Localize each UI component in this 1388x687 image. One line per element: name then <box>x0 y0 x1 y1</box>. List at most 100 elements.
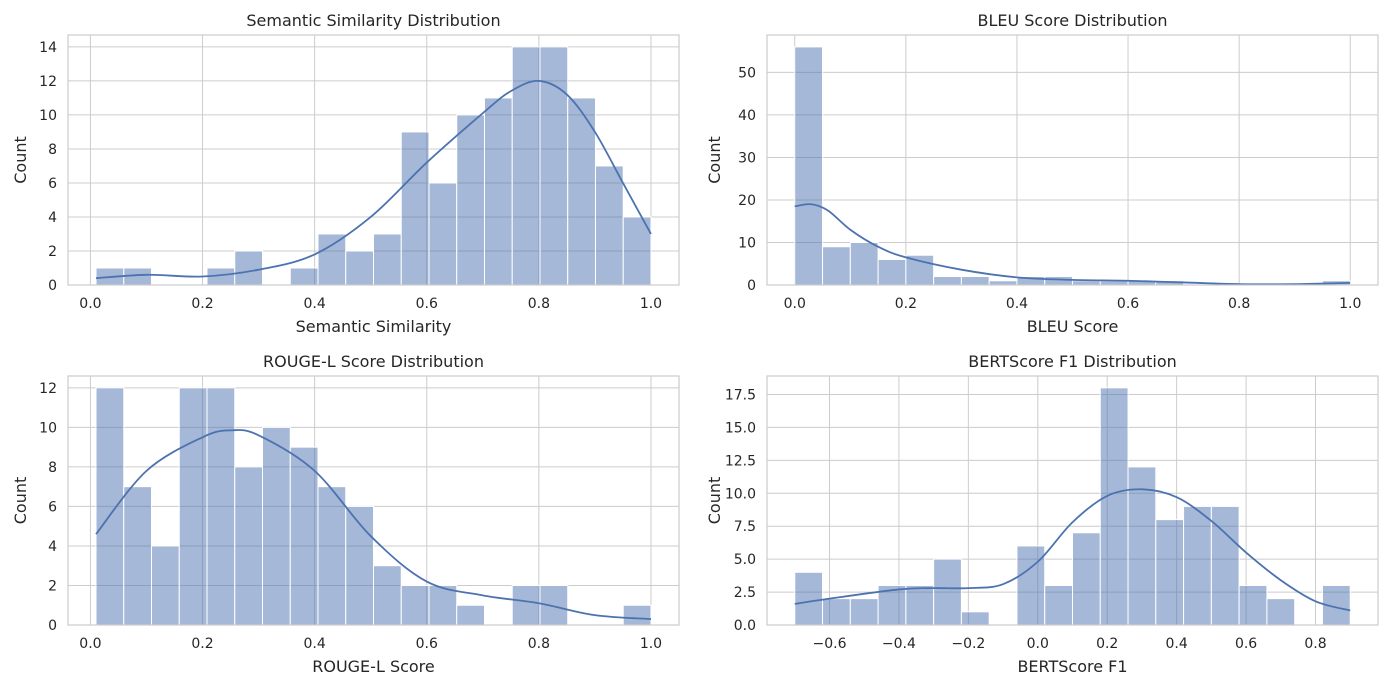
axes-frame <box>67 34 680 286</box>
histogram-bar <box>317 233 347 286</box>
x-tick-label: 0.8 <box>528 296 550 312</box>
y-tick-label: 50 <box>738 65 756 81</box>
x-tick-label: 0.2 <box>191 636 213 652</box>
y-tick-label: 7.5 <box>734 519 756 535</box>
x-tick-label: −0.4 <box>882 636 916 652</box>
histogram-bar <box>905 584 935 626</box>
y-tick-label: 6 <box>48 176 57 192</box>
histogram-bar <box>178 387 208 626</box>
histogram-bar <box>1238 584 1268 626</box>
histogram-bar <box>960 275 990 286</box>
histogram-bar <box>567 97 596 286</box>
histogram-bar <box>933 558 962 626</box>
x-tick-label: 0.4 <box>304 636 326 652</box>
histogram-bar <box>794 46 824 286</box>
histogram-bar <box>428 584 458 626</box>
chart-title: ROUGE-L Score Distribution <box>263 352 484 371</box>
x-tick-label: 0.2 <box>895 296 917 312</box>
x-tick-label: 1.0 <box>1339 296 1361 312</box>
histogram-bar <box>206 387 236 626</box>
x-tick-label: 0.0 <box>79 296 101 312</box>
histogram-bar <box>794 571 824 626</box>
histogram-bar <box>1183 505 1212 626</box>
y-axis-label: Count <box>705 136 724 184</box>
histogram-bar <box>262 426 291 626</box>
histogram-bar <box>594 165 624 286</box>
chart-panel-1: 0.0 0.2 0.4 0.6 0.8 1.0 0 2 4 6 8 10 12 14 Semantic Si… <box>11 11 680 336</box>
x-tick-label: 0.4 <box>1006 296 1028 312</box>
y-tick-label: 6 <box>48 499 57 515</box>
histogram-bar <box>95 387 125 626</box>
x-tick-label: 0.2 <box>191 296 213 312</box>
y-axis-label: Count <box>705 477 724 525</box>
y-tick-label: 15.0 <box>725 420 756 436</box>
y-tick-label: 2 <box>48 244 57 260</box>
y-tick-label: 0.0 <box>734 618 756 634</box>
y-tick-label: 0 <box>48 278 57 294</box>
histogram-bar <box>456 604 485 626</box>
x-tick-label: 1.0 <box>640 636 662 652</box>
histogram-bar <box>123 486 153 626</box>
histogram-bar <box>151 545 180 626</box>
axes-frame <box>67 375 680 626</box>
histogram-bar <box>877 258 907 286</box>
x-tick-label: 0.6 <box>1235 636 1257 652</box>
y-tick-label: 10 <box>39 420 57 436</box>
histogram-bar <box>234 250 264 286</box>
histogram-bar <box>234 466 264 626</box>
histogram-bar <box>289 446 319 626</box>
y-tick-label: 10 <box>738 235 756 251</box>
histogram-bar <box>933 275 962 286</box>
x-tick-label: 0.8 <box>1304 636 1326 652</box>
y-tick-label: 0 <box>48 618 57 634</box>
y-tick-label: 20 <box>738 193 756 209</box>
histogram-bar <box>345 250 374 286</box>
x-axis-label: Semantic Similarity <box>296 317 452 336</box>
x-tick-label: 0.0 <box>79 636 101 652</box>
histogram-bar <box>483 97 513 286</box>
y-tick-label: 17.5 <box>725 387 756 403</box>
histogram-bar <box>822 598 851 626</box>
histogram-bar <box>1099 387 1129 626</box>
kde-line <box>794 203 1351 286</box>
x-tick-label: −0.6 <box>812 636 846 652</box>
y-axis-label: Count <box>11 477 30 525</box>
histogram-bar <box>622 604 652 626</box>
histogram-bar <box>400 131 430 286</box>
histogram-bar <box>511 584 541 626</box>
x-tick-label: 0.2 <box>1096 636 1118 652</box>
histogram-bar <box>373 233 402 286</box>
histogram-bar <box>317 486 347 626</box>
y-tick-label: 4 <box>48 210 57 226</box>
histogram-bar <box>539 584 569 626</box>
kde-line <box>95 80 652 280</box>
histogram-bar <box>1016 545 1046 626</box>
histogram-bar <box>373 565 402 626</box>
histogram-bar <box>345 505 374 626</box>
y-tick-label: 8 <box>48 142 57 158</box>
x-tick-label: 0.0 <box>784 296 806 312</box>
y-tick-label: 0 <box>747 278 756 294</box>
histogram-bar <box>849 241 879 286</box>
chart-panel-3: 0.0 0.2 0.4 0.6 0.8 1.0 0 2 4 6 8 10 12 ROUGE-L Score… <box>11 352 680 676</box>
y-axis-label: Count <box>11 136 30 184</box>
histogram-bar <box>511 46 541 286</box>
y-tick-label: 2 <box>48 578 57 594</box>
x-tick-label: 0.6 <box>416 296 438 312</box>
histogram-bar <box>1072 280 1101 286</box>
x-tick-label: 0.4 <box>304 296 326 312</box>
y-tick-label: 10 <box>39 108 57 124</box>
kde-line <box>794 488 1351 612</box>
x-axis-label: BLEU Score <box>1027 317 1119 336</box>
y-tick-label: 5.0 <box>734 552 756 568</box>
chart-panel-4: −0.6 −0.4 −0.2 0.0 0.2 0.4 0.6 0.8 0.0 2.5 5.0 7.5 1… <box>705 352 1379 676</box>
y-tick-label: 12.5 <box>725 453 756 469</box>
y-tick-label: 12 <box>39 74 57 90</box>
y-tick-label: 14 <box>39 40 57 56</box>
histogram-bar <box>622 216 652 286</box>
axes-frame <box>766 375 1379 626</box>
histogram-bar <box>539 46 569 286</box>
y-tick-label: 30 <box>738 150 756 166</box>
histogram-bar <box>1044 584 1074 626</box>
histogram-bar <box>1155 519 1185 626</box>
